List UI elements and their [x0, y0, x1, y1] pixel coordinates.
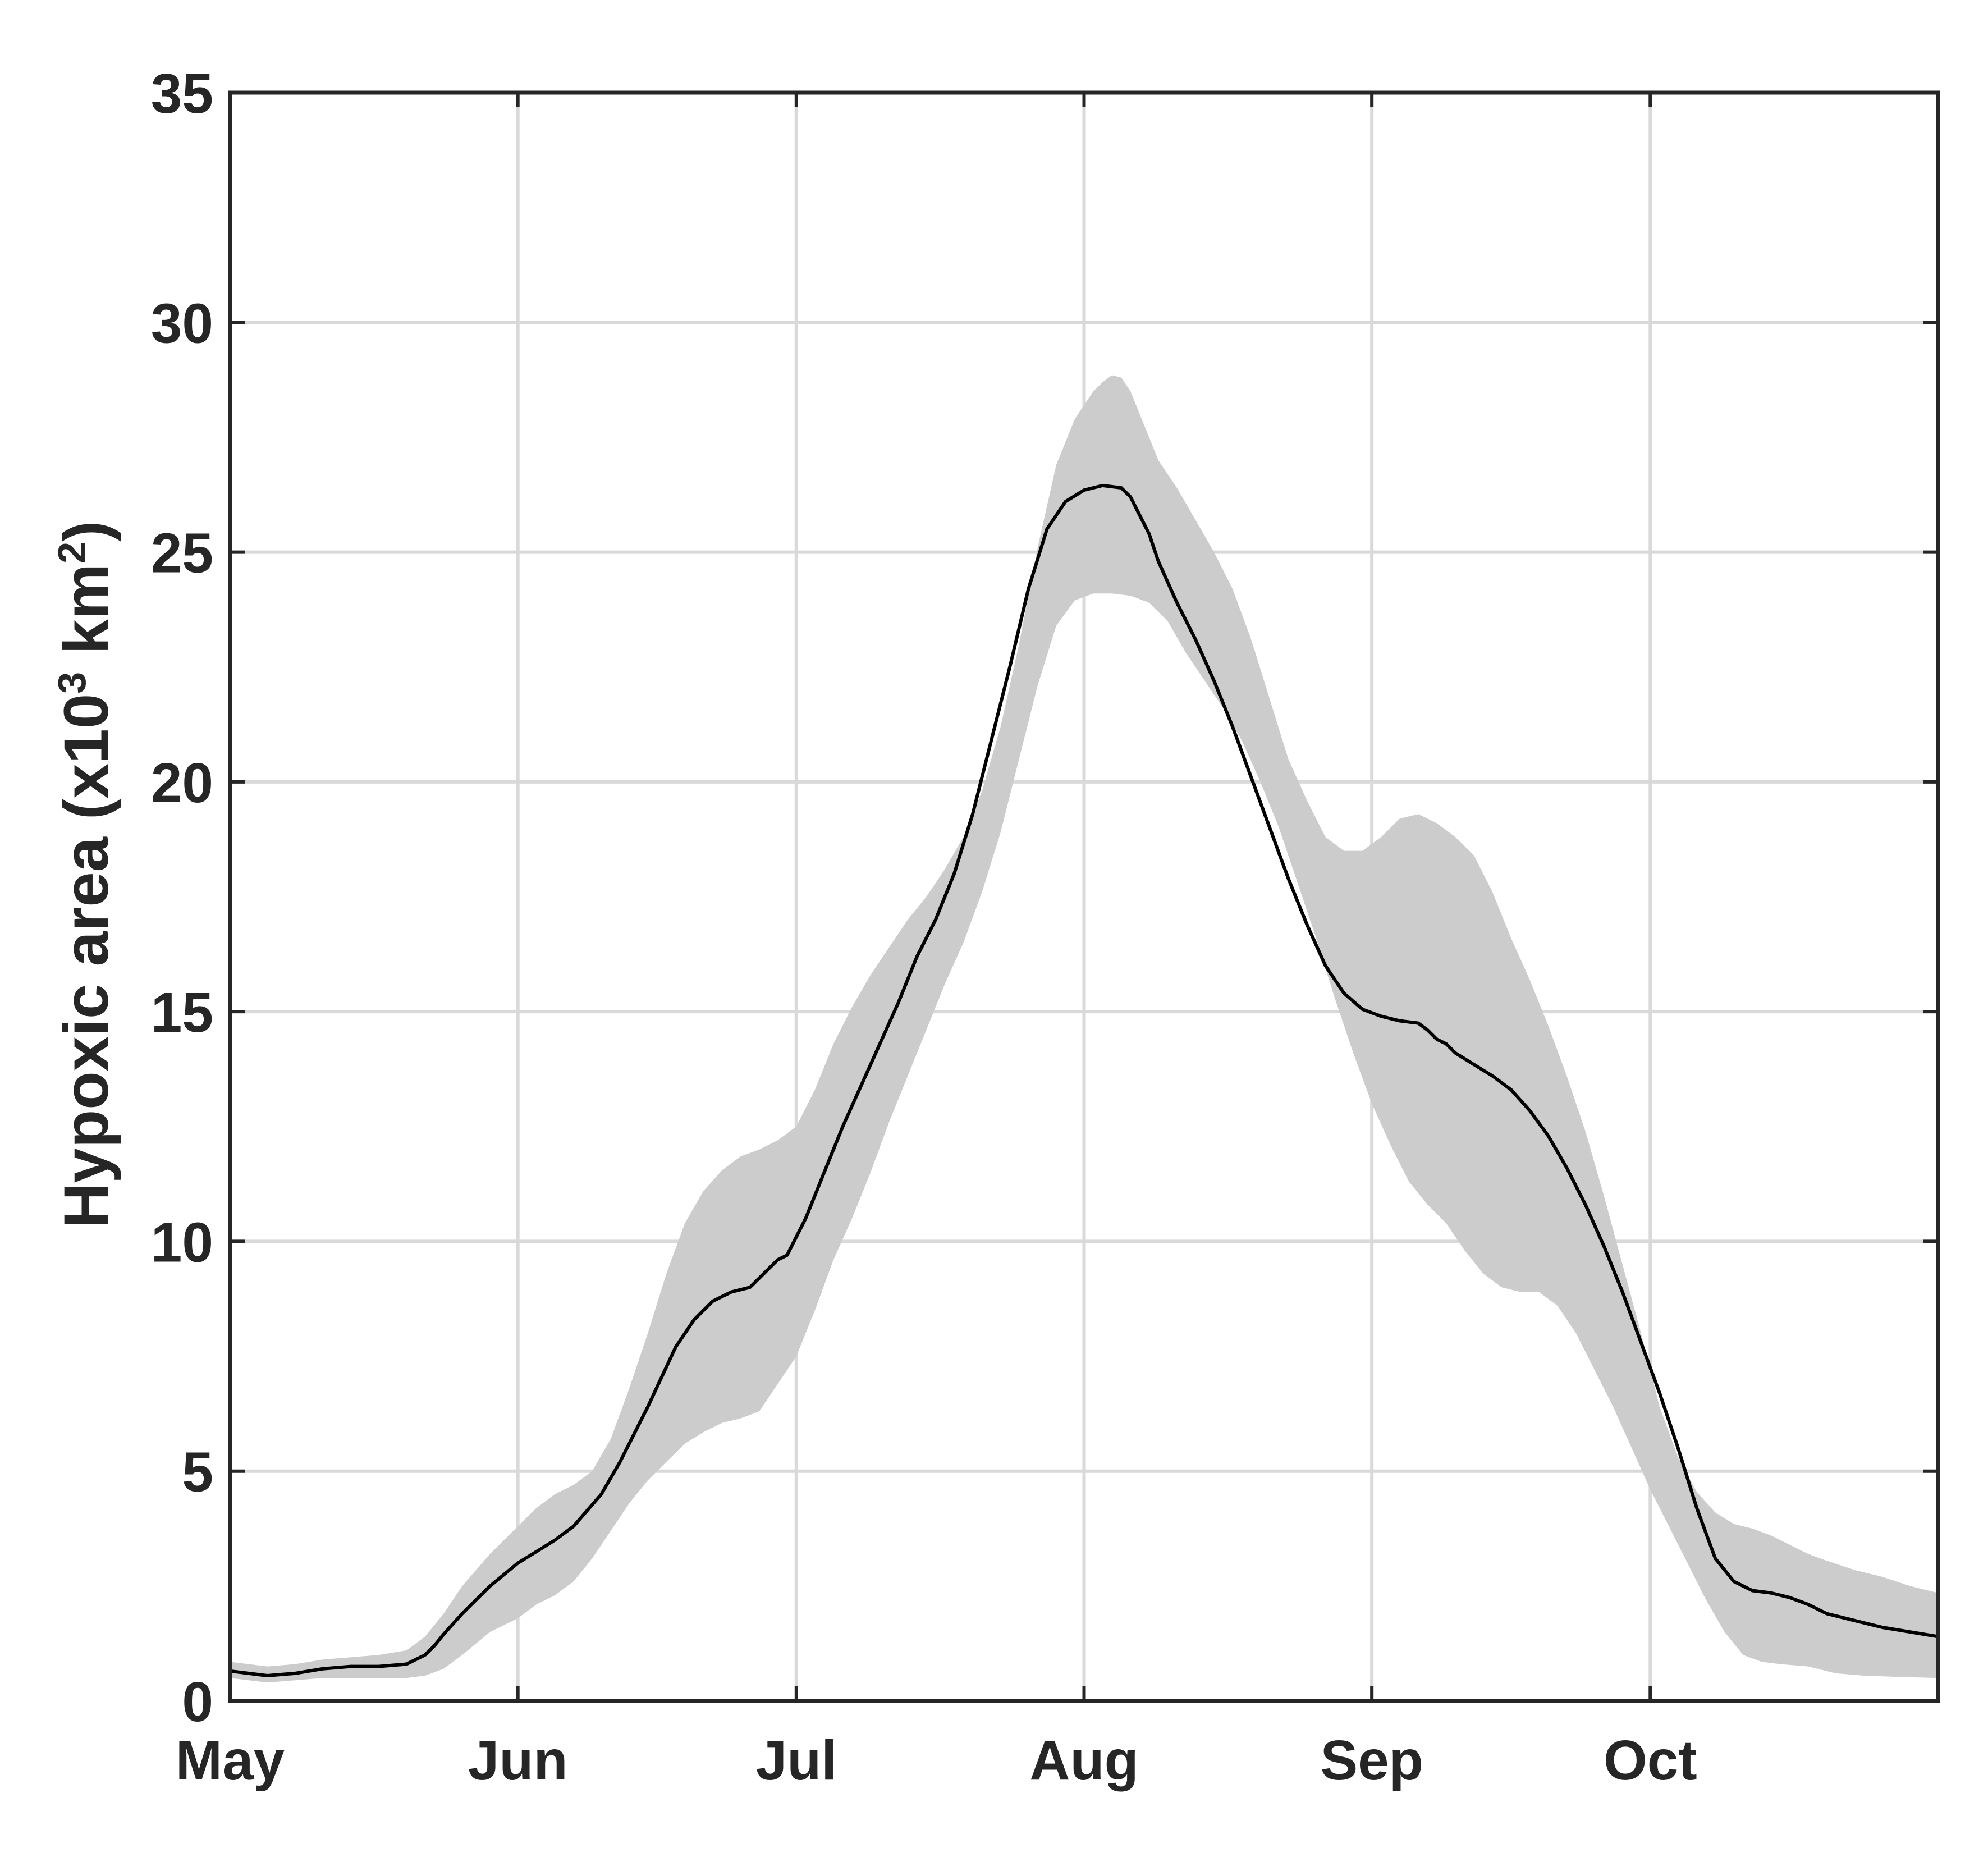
x-tick-label-jul: Jul: [756, 1729, 837, 1792]
y-axis-title: Hypoxic area (x103 km2): [50, 521, 121, 1229]
y-axis-title-prefix: Hypoxic area (x10: [51, 694, 121, 1229]
y-axis-title-middle: km: [51, 564, 121, 672]
axis-ticks: [228, 91, 1938, 1703]
y-tick-label-10: 10: [151, 1211, 213, 1274]
grid-lines: [230, 93, 1938, 1701]
mean-series-line: [230, 483, 1939, 1677]
y-tick-label-0: 0: [182, 1671, 213, 1733]
y-axis-title-suffix: ): [51, 521, 121, 542]
y-tick-label-15: 15: [151, 981, 213, 1044]
y-tick-label-5: 5: [182, 1441, 213, 1504]
x-tick-label-aug: Aug: [1029, 1729, 1138, 1792]
y-axis-title-sup2: 2: [50, 542, 94, 564]
y-tick-label-30: 30: [151, 292, 213, 355]
y-tick-labels: 0 5 10 15 20 25 30 35: [151, 62, 213, 1733]
x-tick-label-sep: Sep: [1320, 1729, 1423, 1792]
uncertainty-band: [230, 375, 1938, 1683]
x-tick-label-may: May: [176, 1729, 285, 1792]
x-tick-label-jun: Jun: [468, 1729, 568, 1792]
y-axis-title-sup1: 3: [50, 672, 94, 694]
x-tick-labels: May Jun Jul Aug Sep Oct: [176, 1729, 1697, 1792]
y-tick-label-35: 35: [151, 62, 213, 125]
y-tick-label-20: 20: [151, 752, 213, 815]
y-tick-label-25: 25: [151, 522, 213, 585]
x-tick-label-oct: Oct: [1604, 1729, 1697, 1792]
